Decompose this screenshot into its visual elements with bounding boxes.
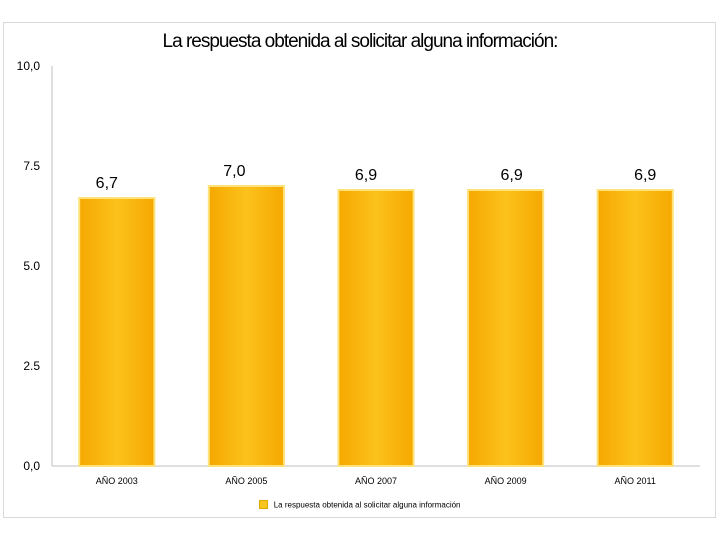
bar <box>467 189 545 467</box>
data-label: 6,9 <box>500 167 522 184</box>
x-tick-label: AÑO 2007 <box>355 476 397 486</box>
y-tick-label: 10,0 <box>17 59 41 73</box>
y-tick-label: 5.0 <box>23 259 40 273</box>
legend: La respuesta obtenida al solicitar algun… <box>0 500 720 510</box>
data-label: 7,0 <box>223 163 245 180</box>
chart-frame <box>3 22 716 518</box>
x-tick-label: AÑO 2005 <box>225 476 267 486</box>
bar <box>596 189 674 467</box>
x-tick-label: AÑO 2011 <box>615 476 656 486</box>
y-tick-label: 2.5 <box>23 359 40 373</box>
bar <box>337 189 415 467</box>
x-tick-labels: AÑO 2003 AÑO 2005 AÑO 2007 AÑO 2009 AÑO 2011 <box>96 476 656 486</box>
y-tick-labels: 0,0 2.5 5.0 7.5 10,0 <box>17 59 41 473</box>
legend-label: La respuesta obtenida al solicitar algun… <box>273 500 461 510</box>
bars <box>78 185 674 467</box>
legend-swatch <box>259 500 269 510</box>
y-tick-label: 0,0 <box>23 459 40 473</box>
data-label: 6,7 <box>96 175 118 192</box>
x-tick-label: AÑO 2009 <box>485 476 527 486</box>
chart-title: La respuesta obtenida al solicitar algun… <box>162 31 559 52</box>
bar <box>207 185 285 467</box>
y-tick-label: 7.5 <box>23 159 40 173</box>
data-label: 6,9 <box>634 167 656 184</box>
x-tick-label: AÑO 2003 <box>96 476 138 486</box>
bar <box>78 197 156 467</box>
data-label: 6,9 <box>355 167 377 184</box>
data-labels: 6,7 7,0 6,9 6,9 6,9 <box>96 163 657 192</box>
